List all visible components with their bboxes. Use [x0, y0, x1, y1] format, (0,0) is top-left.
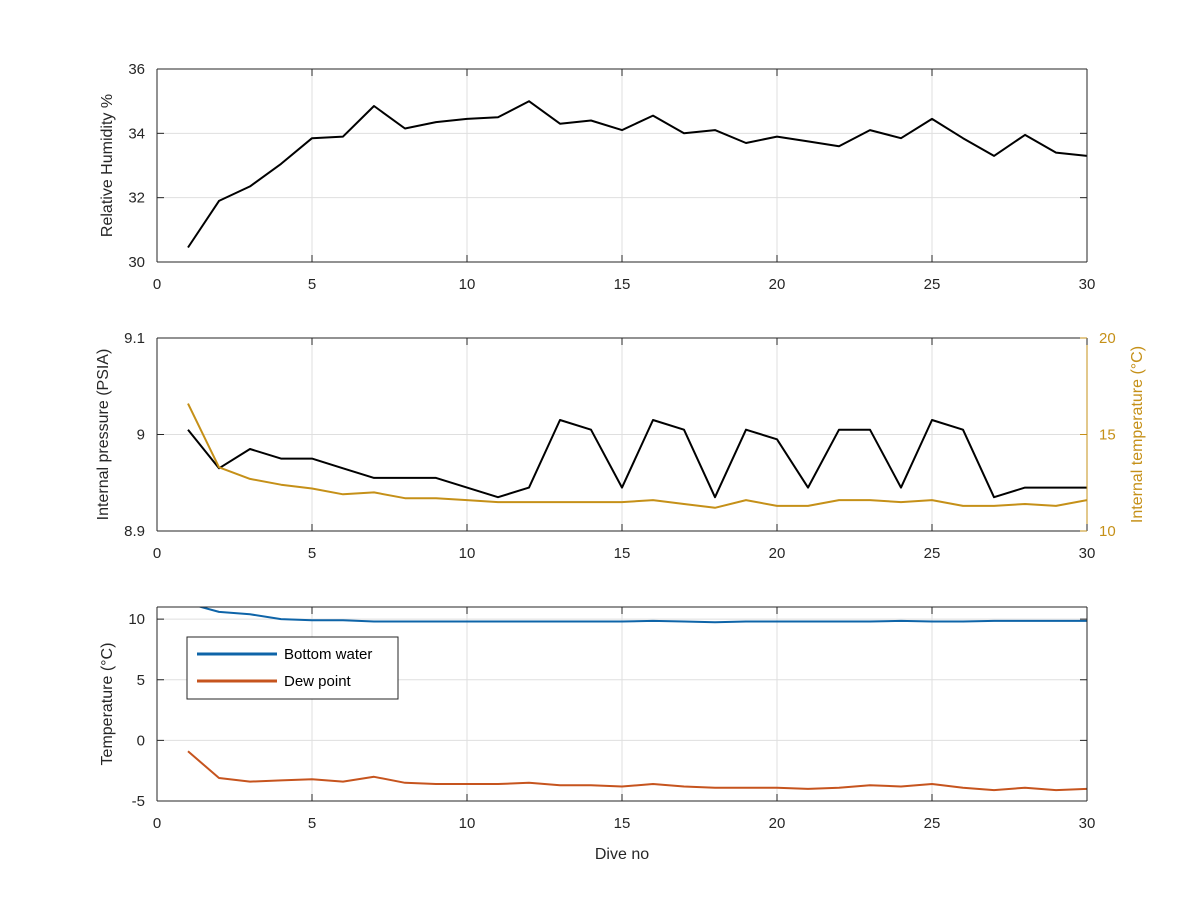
y-tick-label: 0 — [137, 732, 145, 749]
y2-tick-label: 20 — [1099, 330, 1116, 347]
y-tick-label: 8.9 — [124, 523, 145, 540]
x-tick-label: 20 — [769, 545, 786, 562]
x-tick-label: 20 — [769, 815, 786, 832]
y-axis-label: Relative Humidity % — [99, 94, 116, 237]
legend — [186, 636, 399, 700]
series-group — [187, 100, 1087, 249]
plot-2 — [156, 337, 1088, 532]
x-tick-label: 25 — [924, 276, 941, 293]
x-tick-label: 15 — [614, 545, 631, 562]
y-axis-label: Temperature (°C) — [99, 643, 116, 766]
y-tick-label: 34 — [128, 125, 145, 142]
x-tick-label: 25 — [924, 815, 941, 832]
x-tick-label: 10 — [459, 276, 476, 293]
series-line-1 — [187, 100, 1087, 249]
plot-1 — [156, 68, 1088, 263]
series-line-dew-point — [187, 750, 1087, 792]
x-tick-label: 25 — [924, 545, 941, 562]
x-tick-label: 20 — [769, 276, 786, 293]
x-tick-label: 5 — [308, 545, 316, 562]
plot-3 — [156, 606, 1088, 802]
y-tick-label: 32 — [128, 190, 145, 207]
legend-label-bottom-water: Bottom water — [284, 646, 372, 663]
x-tick-label: 0 — [153, 276, 161, 293]
y2-tick-label: 15 — [1099, 427, 1116, 444]
series-line-bottom-water — [197, 607, 1087, 624]
y-axis-label: Internal pressure (PSIA) — [95, 349, 112, 521]
series-group — [187, 607, 1087, 792]
y-tick-label: 9 — [137, 427, 145, 444]
x-tick-label: 0 — [153, 545, 161, 562]
legend-box — [186, 636, 399, 700]
legend-label-dew-point: Dew point — [284, 673, 352, 690]
y-tick-label: 30 — [128, 254, 145, 271]
y-tick-label: 5 — [137, 672, 145, 689]
y2-axis-label: Internal temperature (°C) — [1129, 346, 1146, 523]
x-tick-label: 10 — [459, 815, 476, 832]
x-tick-label: 30 — [1079, 276, 1096, 293]
y-tick-label: -5 — [132, 793, 145, 810]
series-line-2 — [187, 403, 1087, 509]
y-tick-label: 9.1 — [124, 330, 145, 347]
series-group — [187, 403, 1087, 509]
x-axis-label: Dive no — [595, 846, 649, 863]
x-tick-label: 15 — [614, 815, 631, 832]
x-tick-label: 15 — [614, 276, 631, 293]
x-tick-label: 30 — [1079, 545, 1096, 562]
x-tick-label: 0 — [153, 815, 161, 832]
x-tick-label: 5 — [308, 815, 316, 832]
y-tick-label: 36 — [128, 61, 145, 78]
y-tick-label: 10 — [128, 611, 145, 628]
x-tick-label: 30 — [1079, 815, 1096, 832]
series-line-1 — [187, 419, 1087, 499]
y2-tick-label: 10 — [1099, 523, 1116, 540]
x-tick-label: 10 — [459, 545, 476, 562]
x-tick-label: 5 — [308, 276, 316, 293]
